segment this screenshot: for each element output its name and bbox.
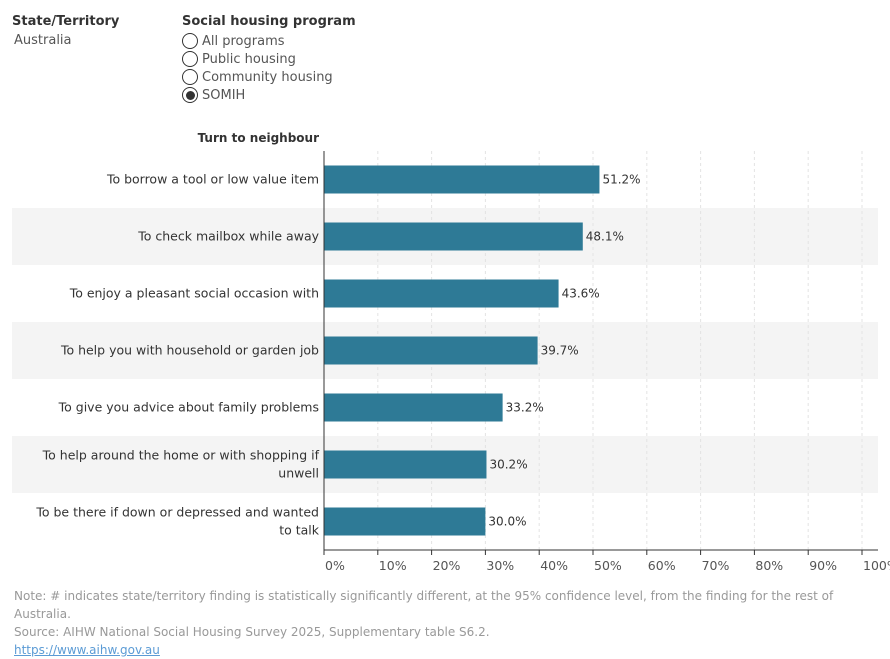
bar-chart: Turn to neighbour To borrow a tool or low… xyxy=(12,131,890,573)
x-tick-label: 0% xyxy=(325,558,345,573)
x-tick-label: 70% xyxy=(702,558,730,573)
radio-label: All programs xyxy=(202,33,285,49)
data-label: 33.2% xyxy=(506,401,544,415)
bar xyxy=(324,393,503,422)
program-radio-group: All programs Public housing Community ho… xyxy=(182,32,333,104)
x-tick-label: 30% xyxy=(486,558,514,573)
radio-somih[interactable]: SOMIH xyxy=(182,86,333,104)
category-label: To enjoy a pleasant social occasion with xyxy=(69,286,319,301)
x-tick-label: 100% xyxy=(863,558,890,573)
data-label: 30.2% xyxy=(489,458,527,472)
x-tick-label: 20% xyxy=(433,558,461,573)
data-label: 43.6% xyxy=(562,287,600,301)
category-label: To borrow a tool or low value item xyxy=(106,172,319,187)
data-label: 51.2% xyxy=(602,173,640,187)
bar xyxy=(324,222,583,251)
radio-label: Public housing xyxy=(202,51,296,67)
bar xyxy=(324,450,487,479)
bar xyxy=(324,336,538,365)
radio-all-programs[interactable]: All programs xyxy=(182,32,333,50)
data-label: 48.1% xyxy=(586,230,624,244)
program-filter-title: Social housing program xyxy=(182,14,356,29)
data-label: 30.0% xyxy=(488,515,526,529)
radio-community-housing[interactable]: Community housing xyxy=(182,68,333,86)
source-text: Source: AIHW National Social Housing Sur… xyxy=(14,625,490,639)
x-tick-label: 60% xyxy=(648,558,676,573)
radio-label: Community housing xyxy=(202,69,333,85)
radio-button-selected-icon[interactable] xyxy=(182,87,198,103)
category-label: To give you advice about family problems xyxy=(58,400,319,415)
x-tick-label: 90% xyxy=(809,558,837,573)
category-label: To help around the home or with shopping… xyxy=(42,448,320,481)
state-filter-value[interactable]: Australia xyxy=(14,33,72,48)
radio-label: SOMIH xyxy=(202,87,246,103)
radio-button-icon[interactable] xyxy=(182,69,198,85)
footnotes: Note: # indicates state/territory findin… xyxy=(14,587,890,659)
radio-button-icon[interactable] xyxy=(182,33,198,49)
state-filter-title: State/Territory xyxy=(12,14,120,29)
category-label: To be there if down or depressed and wan… xyxy=(35,505,319,538)
radio-button-icon[interactable] xyxy=(182,51,198,67)
radio-public-housing[interactable]: Public housing xyxy=(182,50,333,68)
chart-title: Turn to neighbour xyxy=(198,131,320,145)
note-text: Note: # indicates state/territory findin… xyxy=(14,589,834,621)
x-tick-label: 50% xyxy=(594,558,622,573)
bar xyxy=(324,279,559,308)
data-label: 39.7% xyxy=(541,344,579,358)
x-tick-label: 80% xyxy=(755,558,783,573)
category-label: To help you with household or garden job xyxy=(60,343,319,358)
category-label: To check mailbox while away xyxy=(137,229,319,244)
source-link[interactable]: https://www.aihw.gov.au xyxy=(14,643,160,657)
x-tick-label: 40% xyxy=(540,558,568,573)
bar xyxy=(324,507,486,536)
x-tick-label: 10% xyxy=(379,558,407,573)
bar xyxy=(324,165,600,194)
